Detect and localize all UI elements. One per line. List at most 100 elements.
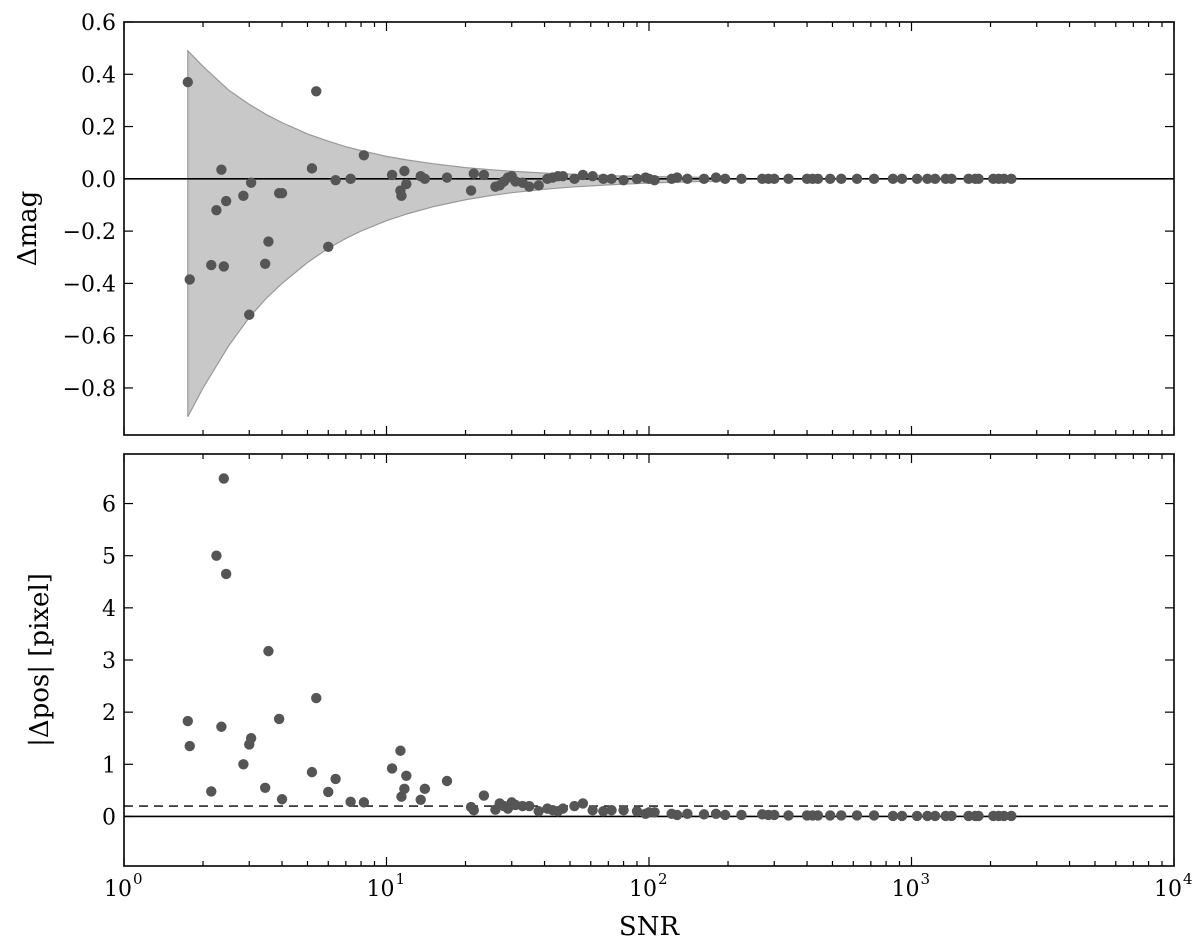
delta-mag-point	[887, 173, 899, 185]
delta-pos-point	[533, 806, 544, 817]
delta-mag-point	[1006, 173, 1017, 185]
delta-pos-point	[468, 804, 479, 816]
snr-xtick-label: 10	[629, 877, 657, 902]
delta-mag-point	[533, 180, 544, 191]
delta-mag-point	[649, 174, 660, 186]
delta-pos-point	[783, 810, 794, 821]
delta-mag-point	[577, 169, 589, 181]
delta-pos-point	[441, 775, 453, 787]
delta-pos-point	[245, 733, 257, 744]
delta-mag-points	[182, 76, 1017, 320]
delta-mag-point	[671, 172, 683, 183]
delta-pos-ytick-label: 1	[102, 753, 116, 778]
delta-pos-point	[569, 800, 580, 812]
delta-pos-point	[671, 809, 683, 821]
delta-pos-point	[323, 786, 334, 798]
delta-mag-point	[478, 169, 490, 181]
delta-mag-point	[220, 195, 232, 207]
delta-pos-point	[868, 810, 880, 821]
delta-pos-point	[769, 809, 780, 821]
snr-xtick-label: 10	[104, 877, 132, 902]
delta-mag-ytick-label: −0.6	[63, 325, 116, 350]
delta-mag-point	[182, 76, 193, 88]
delta-pos-point	[973, 810, 984, 822]
delta-mag-point	[216, 164, 227, 175]
delta-pos-point	[922, 810, 933, 822]
delta-pos-point	[946, 810, 957, 822]
delta-pos-point	[386, 763, 398, 774]
delta-pos-point	[216, 721, 227, 732]
snr-xtick-label: 10	[1154, 877, 1182, 902]
delta-pos-point	[524, 800, 535, 812]
delta-pos-point	[345, 796, 356, 808]
delta-pos-point	[220, 568, 232, 580]
delta-pos-point	[887, 810, 899, 822]
delta-mag-point	[524, 181, 535, 192]
delta-pos-point	[851, 810, 863, 821]
snr-axis-title: SNR	[619, 912, 681, 942]
delta-mag-ytick-label: 0.0	[81, 168, 116, 193]
delta-mag-point	[587, 171, 598, 182]
delta-mag-point	[330, 174, 341, 186]
delta-pos-points	[182, 473, 1017, 822]
delta-pos-ytick-label: 0	[102, 805, 116, 830]
delta-pos-point	[698, 809, 710, 820]
delta-mag-point	[396, 190, 407, 202]
delta-pos-point	[399, 783, 410, 795]
delta-mag-ticks: 0.6 0.4 0.2 0.0 −0.2 −0.4 −0.6 −0.8	[63, 11, 1175, 435]
delta-pos-point	[824, 810, 836, 821]
delta-pos-point	[358, 797, 370, 808]
delta-mag-point	[824, 173, 836, 185]
delta-pos-point	[415, 794, 426, 805]
delta-mag-point	[998, 173, 1010, 185]
delta-pos-point	[330, 773, 341, 785]
delta-mag-point	[211, 205, 222, 216]
delta-mag-point	[698, 173, 710, 185]
delta-mag-ytick-label: −0.2	[63, 220, 116, 245]
delta-pos-ytick-label: 2	[102, 701, 116, 726]
delta-pos-point	[395, 745, 406, 756]
delta-mag-point	[441, 172, 453, 183]
delta-pos-ytick-label: 3	[102, 649, 116, 674]
snr-xtick-exponent: 2	[658, 870, 668, 888]
delta-pos-ytick-label: 4	[102, 597, 116, 622]
delta-pos-point	[218, 473, 230, 484]
delta-pos-plot-frame	[123, 453, 1175, 867]
delta-pos-point	[478, 790, 490, 801]
delta-mag-point	[419, 173, 431, 185]
delta-mag-point	[631, 173, 643, 185]
delta-mag-ytick-label: −0.4	[63, 272, 116, 297]
delta-mag-point	[263, 236, 274, 247]
snr-xtick-label: 10	[367, 877, 395, 902]
delta-mag-point	[719, 173, 731, 185]
delta-pos-point	[812, 810, 824, 821]
delta-mag-ytick-label: 0.6	[81, 11, 116, 36]
delta-mag-point	[358, 150, 370, 161]
delta-pos-point	[896, 810, 908, 822]
delta-mag-point	[569, 173, 580, 185]
delta-mag-point	[465, 185, 477, 196]
delta-pos-point	[259, 782, 271, 793]
delta-mag-ytick-label: −0.8	[63, 377, 116, 402]
delta-mag-point	[929, 173, 941, 185]
delta-mag-point	[276, 188, 288, 199]
delta-mag-point	[911, 173, 923, 185]
delta-mag-point	[399, 165, 410, 177]
delta-pos-axis-title: |Δpos| [pixel]	[25, 573, 55, 747]
uncertainty-band	[187, 49, 729, 417]
delta-pos-point	[419, 783, 431, 795]
delta-mag-point	[401, 178, 412, 190]
delta-mag-point	[851, 173, 863, 185]
delta-pos-point	[311, 692, 322, 704]
delta-pos-point	[306, 766, 318, 778]
delta-mag-ytick-label: 0.4	[81, 63, 116, 88]
delta-mag-ytick-label: 0.2	[81, 116, 116, 141]
snr-xtick-exponent: 4	[1183, 870, 1193, 888]
delta-pos-point	[719, 809, 731, 821]
delta-pos-point	[577, 798, 589, 809]
delta-mag-point	[946, 173, 957, 185]
delta-mag-point	[710, 172, 722, 183]
delta-mag-plot-frame	[123, 21, 1175, 436]
